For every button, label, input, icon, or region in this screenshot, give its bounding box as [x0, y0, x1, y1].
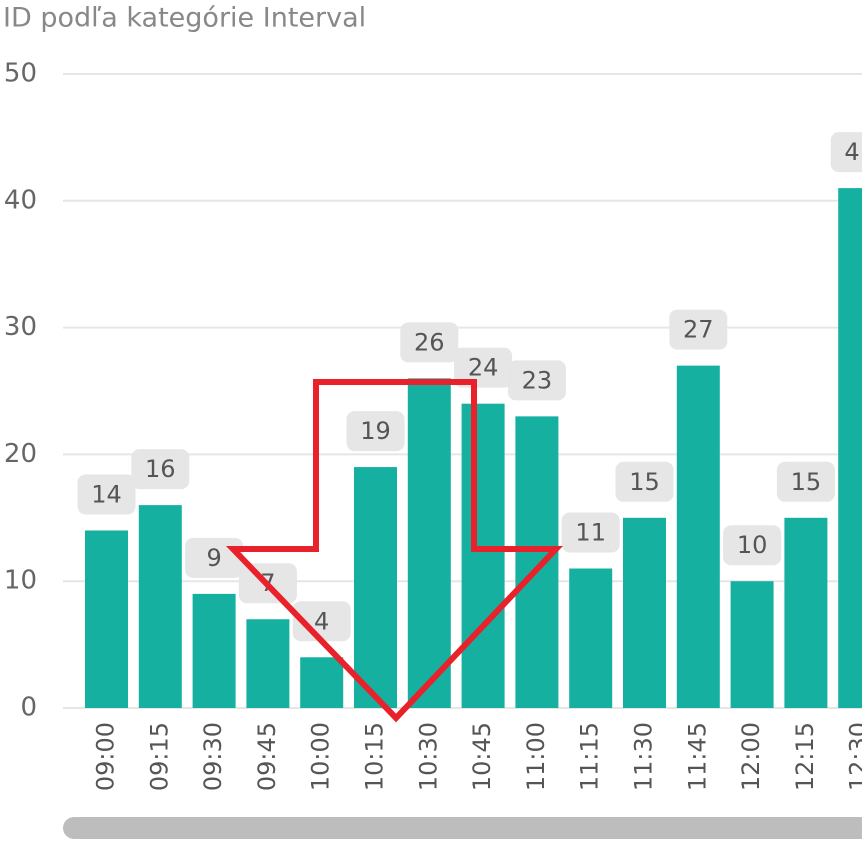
data-label: 24: [468, 354, 499, 382]
x-tick-label: 10:45: [468, 722, 496, 791]
y-tick-label: 40: [4, 185, 37, 215]
x-tick-label: 11:00: [522, 722, 550, 791]
x-tick-label: 12:15: [791, 722, 819, 791]
bar: [461, 403, 505, 708]
x-tick-label: 12:00: [737, 722, 765, 791]
bar: [676, 365, 720, 708]
data-label: 16: [145, 455, 176, 483]
data-label: 14: [91, 480, 122, 508]
bar: [192, 593, 236, 708]
data-label-box: [131, 449, 190, 490]
scrollbar[interactable]: [63, 817, 862, 839]
bar: [515, 416, 559, 708]
x-tick-label: 09:45: [253, 722, 281, 791]
bar: [138, 505, 182, 708]
data-label-box: [400, 322, 459, 363]
data-label: 10: [737, 531, 768, 559]
data-label-box: [454, 347, 513, 388]
data-label-box: [776, 461, 835, 502]
y-tick-label: 0: [20, 693, 37, 723]
data-label-box: [723, 525, 782, 566]
bar: [246, 619, 290, 708]
data-label: 27: [683, 316, 714, 344]
bar: [569, 568, 613, 708]
data-label: 19: [360, 417, 391, 445]
x-tick-label: 11:15: [576, 722, 604, 791]
x-tick-label: 09:00: [92, 722, 120, 791]
x-tick-label: 09:30: [199, 722, 227, 791]
data-label: 41: [844, 138, 862, 166]
data-label-box: [507, 360, 566, 401]
data-label: 11: [575, 519, 606, 547]
bar: [354, 467, 397, 708]
y-tick-label: 30: [4, 312, 37, 342]
x-tick-label: 10:00: [307, 722, 335, 791]
data-label: 15: [629, 468, 660, 496]
data-label-box: [561, 512, 620, 553]
data-label-box: [292, 601, 351, 642]
y-tick-label: 10: [4, 566, 37, 596]
data-label: 23: [522, 366, 553, 394]
x-tick-label: 12:30: [845, 722, 862, 791]
bar: [407, 378, 451, 708]
bar: [838, 188, 862, 708]
bar: [85, 530, 128, 708]
x-tick-label: 09:15: [145, 722, 173, 791]
data-label: 4: [314, 607, 329, 635]
data-label: 9: [206, 544, 221, 572]
data-label-box: [669, 309, 728, 350]
data-label-box: [615, 461, 674, 502]
x-tick-label: 11:45: [683, 722, 711, 791]
bar: [300, 657, 344, 708]
x-tick-label: 10:30: [414, 722, 442, 791]
bar: [730, 581, 774, 708]
x-tick-label: 11:30: [630, 722, 658, 791]
annotation-arrow: [225, 379, 563, 723]
bar: [623, 517, 666, 708]
data-label-box: [346, 411, 405, 452]
chart-title: ID podľa kategórie Interval: [3, 3, 366, 34]
y-tick-label: 50: [4, 59, 37, 89]
data-label: 26: [414, 328, 445, 356]
x-tick-label: 10:15: [361, 722, 389, 791]
data-label-box: [77, 474, 136, 515]
bar: [784, 517, 828, 708]
data-label: 15: [791, 468, 822, 496]
y-tick-label: 20: [4, 439, 37, 469]
data-label-box: [830, 132, 862, 173]
